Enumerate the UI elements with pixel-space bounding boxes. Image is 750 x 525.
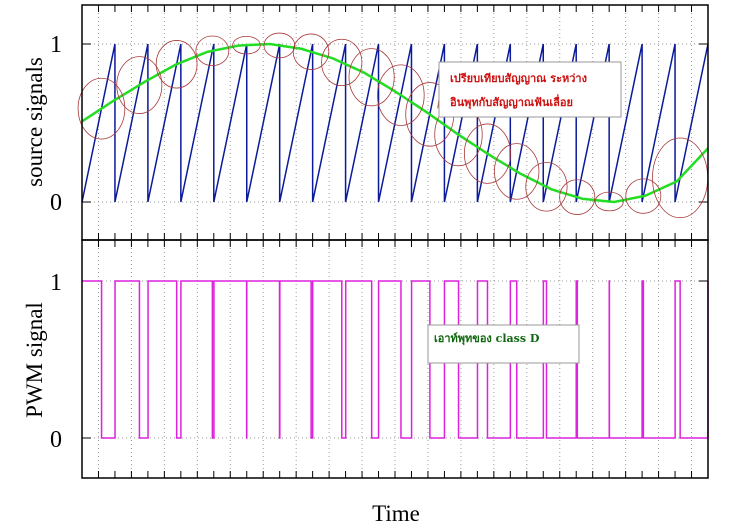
top-ytick-label-1: 1: [50, 32, 62, 58]
intersection-marker: [463, 123, 511, 184]
intersection-marker: [625, 178, 662, 214]
intersection-marker: [494, 143, 540, 200]
intersection-marker: [525, 162, 568, 212]
top-annotation-line-2: อินพุทกับสัญญาณฟันเลื่อย: [450, 94, 573, 110]
bottom-grid: [82, 240, 708, 478]
pwm-signal-panel: [81, 239, 709, 479]
x-axis-label: Time: [372, 501, 420, 525]
bottom-ticks: [81, 240, 709, 478]
intersection-marker: [348, 48, 395, 107]
bottom-ytick-label-1: 1: [50, 270, 62, 296]
top-annotation-box: เปรียบเทียบสัญญาณ ระหว่าง อินพุทกับสัญญา…: [438, 61, 622, 118]
intersection-marker: [195, 35, 230, 67]
pwm-series-line: [82, 280, 709, 439]
source-signals-panel: [77, 4, 709, 241]
top-ticks: [81, 5, 709, 240]
intersection-marker: [594, 191, 624, 212]
top-ytick-label-0: 0: [50, 190, 62, 216]
intersection-marker: [155, 40, 198, 89]
top-grid: [82, 5, 708, 240]
bottom-annotation-line-1: เอาท์พุทของ class D: [434, 332, 540, 346]
bottom-frame: [81, 239, 709, 479]
intersection-marker: [116, 56, 163, 114]
intersection-marker: [292, 33, 330, 70]
bottom-annotation-rect: [427, 324, 580, 364]
bottom-ytick-label-0: 0: [50, 427, 62, 453]
sine-series-line: [81, 42, 709, 204]
intersection-markers: [77, 32, 709, 219]
top-annotation-line-1: เปรียบเทียบสัญญาณ ระหว่าง: [450, 72, 587, 85]
intersection-marker: [377, 64, 425, 126]
bottom-annotation-box: เอาท์พุทของ class D: [427, 324, 580, 364]
intersection-marker: [559, 179, 596, 215]
intersection-marker: [232, 35, 261, 55]
intersection-marker: [263, 32, 296, 59]
bottom-y-axis-label: PWM signal: [22, 302, 47, 418]
intersection-marker: [321, 38, 363, 87]
top-y-axis-label: source signals: [22, 57, 47, 187]
intersection-marker: [77, 77, 126, 140]
top-annotation-rect: [438, 61, 622, 118]
